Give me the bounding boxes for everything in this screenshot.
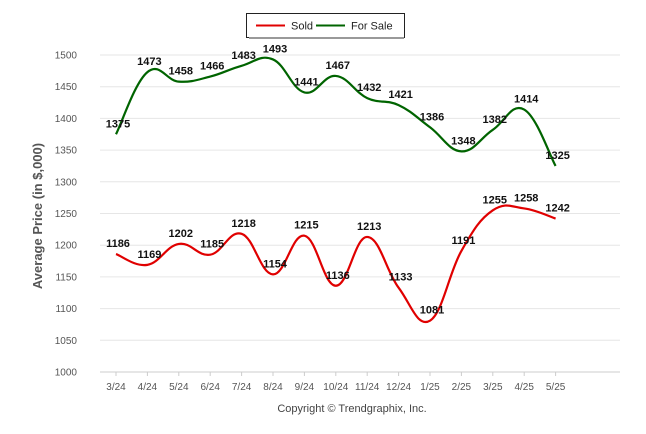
y-tick-label: 1250 bbox=[55, 209, 78, 220]
y-tick-label: 1300 bbox=[55, 177, 78, 188]
series-line-sold bbox=[115, 204, 556, 324]
x-tick-label: 11/24 bbox=[355, 382, 380, 393]
data-label-for-sale: 1432 bbox=[357, 82, 381, 94]
data-label-for-sale: 1348 bbox=[451, 135, 475, 147]
y-tick-label: 1150 bbox=[55, 272, 77, 283]
y-tick-label: 1500 bbox=[55, 51, 78, 62]
legend-label-sold: Sold bbox=[291, 21, 313, 33]
x-tick-label: 5/24 bbox=[169, 382, 189, 393]
data-label-sold: 1136 bbox=[326, 270, 350, 282]
y-tick-label: 1350 bbox=[55, 146, 78, 157]
legend-label-for-sale: For Sale bbox=[351, 21, 393, 33]
x-tick-label: 4/25 bbox=[514, 382, 534, 393]
y-axis-label: Average Price (in $,000) bbox=[30, 143, 45, 289]
data-label-for-sale: 1325 bbox=[545, 150, 569, 162]
data-label-for-sale: 1382 bbox=[483, 114, 507, 126]
y-tick-label: 1400 bbox=[55, 114, 78, 125]
data-label-sold: 1169 bbox=[137, 249, 161, 261]
data-label-sold: 1191 bbox=[451, 235, 475, 247]
x-axis: 3/24 4/24 5/24 6/24 7/24 8/24 9/24 10/24 11/24 12… bbox=[100, 371, 620, 393]
data-label-sold: 1202 bbox=[169, 228, 193, 240]
data-label-for-sale: 1473 bbox=[137, 56, 161, 68]
x-tick-label: 3/24 bbox=[106, 382, 126, 393]
data-label-for-sale: 1458 bbox=[169, 66, 193, 78]
x-tick-label: 3/25 bbox=[483, 382, 503, 393]
y-tick-label: 1200 bbox=[55, 241, 78, 252]
data-label-sold: 1242 bbox=[545, 203, 569, 215]
x-tick-label: 10/24 bbox=[323, 382, 348, 393]
data-label-for-sale: 1467 bbox=[326, 60, 350, 72]
data-label-sold: 1154 bbox=[263, 258, 288, 270]
data-label-for-sale: 1493 bbox=[263, 43, 287, 55]
data-label-sold: 1255 bbox=[483, 194, 507, 206]
data-label-sold: 1133 bbox=[389, 272, 413, 284]
y-tick-label: 1050 bbox=[55, 336, 78, 347]
data-label-for-sale: 1421 bbox=[388, 89, 412, 101]
x-tick-label: 1/25 bbox=[420, 382, 440, 393]
series-lines bbox=[115, 56, 557, 324]
x-tick-label: 8/24 bbox=[263, 382, 283, 393]
data-label-for-sale: 1483 bbox=[231, 50, 255, 62]
data-label-sold: 1213 bbox=[357, 221, 381, 233]
data-label-for-sale: 1375 bbox=[106, 118, 130, 130]
data-label-sold: 1215 bbox=[294, 220, 318, 232]
data-label-sold: 1186 bbox=[106, 238, 130, 250]
y-tick-label: 1100 bbox=[55, 304, 77, 315]
x-tick-label: 2/25 bbox=[452, 382, 472, 393]
legend: Sold For Sale bbox=[246, 13, 405, 39]
gridlines bbox=[100, 54, 620, 373]
x-tick-label: 6/24 bbox=[200, 382, 220, 393]
data-label-sold: 1081 bbox=[420, 305, 444, 317]
data-label-sold: 1258 bbox=[514, 192, 538, 204]
data-label-for-sale: 1386 bbox=[420, 111, 444, 123]
copyright-footer: Copyright © Trendgraphix, Inc. bbox=[277, 403, 426, 415]
y-tick-label: 1450 bbox=[55, 82, 78, 93]
data-label-for-sale: 1466 bbox=[200, 61, 224, 73]
x-tick-label: 7/24 bbox=[232, 382, 252, 393]
y-axis: 1000 1050 1100 1150 1200 1250 1300 1350 1400 1450… bbox=[55, 51, 78, 379]
x-tick-label: 4/24 bbox=[138, 382, 158, 393]
x-tick-label: 5/25 bbox=[546, 382, 566, 393]
y-tick-label: 1000 bbox=[55, 368, 78, 379]
x-tick-label: 12/24 bbox=[386, 382, 411, 393]
data-label-for-sale: 1414 bbox=[514, 94, 539, 106]
series-line-for-sale bbox=[115, 56, 557, 167]
data-label-sold: 1185 bbox=[200, 239, 224, 251]
data-label-sold: 1218 bbox=[231, 218, 255, 230]
data-labels: 1186 1169 1202 1185 1218 1154 1215 1136 1213 1133… bbox=[106, 43, 570, 316]
data-label-for-sale: 1441 bbox=[294, 76, 318, 88]
x-tick-label: 9/24 bbox=[295, 382, 315, 393]
